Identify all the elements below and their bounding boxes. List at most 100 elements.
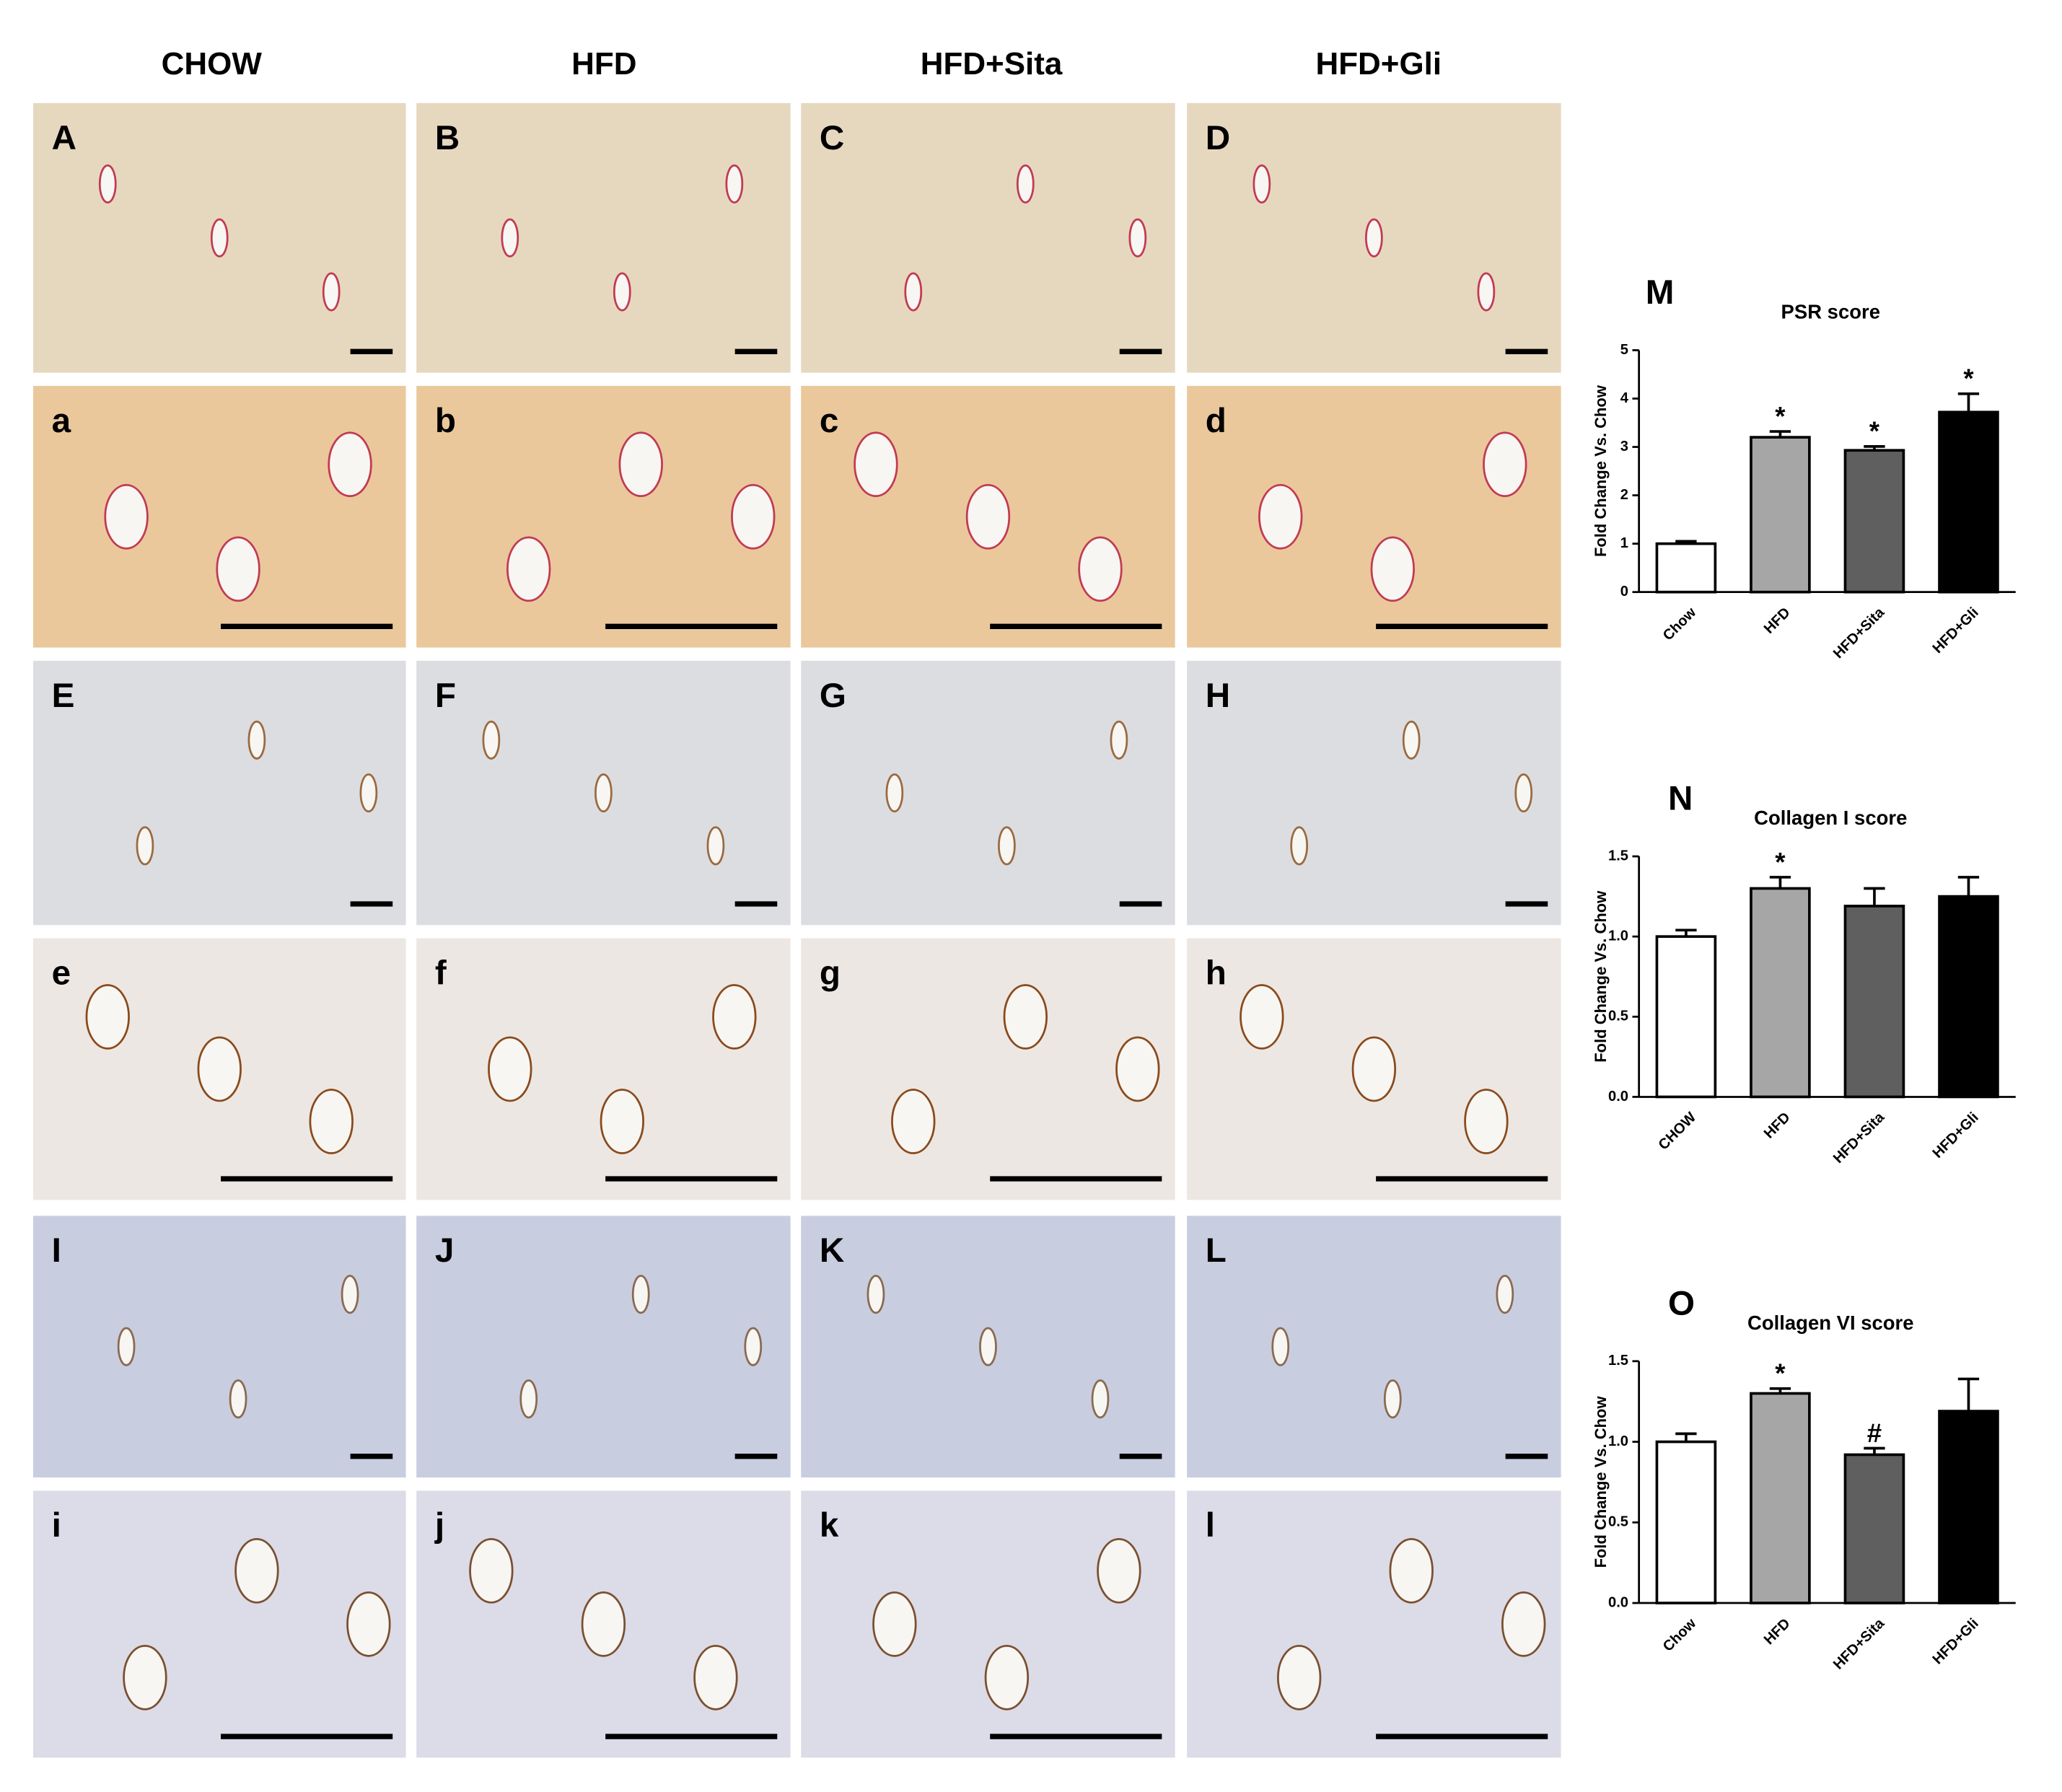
vessel	[328, 431, 372, 498]
bar	[1843, 449, 1905, 594]
vessel	[85, 984, 130, 1050]
column-header: HFD+Gli	[1315, 46, 1442, 82]
vessel	[1016, 164, 1035, 204]
y-tick-label: 1.0	[1608, 1433, 1628, 1449]
vessel	[1252, 164, 1271, 204]
y-axis-label: Fold Change Vs. Chow	[1592, 890, 1610, 1063]
panel-letter: K	[820, 1231, 844, 1270]
vessel	[872, 1591, 917, 1657]
vessel	[1277, 1645, 1322, 1710]
y-axis-label: Fold Change Vs. Chow	[1592, 385, 1610, 557]
y-tick-label: 1	[1620, 535, 1628, 551]
panel-letter: I	[52, 1231, 61, 1270]
significance-mark: *	[1775, 847, 1786, 877]
micrograph	[1187, 1490, 1561, 1758]
significance-mark: *	[1775, 401, 1786, 431]
bar	[1938, 410, 1999, 594]
vessel	[1091, 1379, 1110, 1419]
vessel	[1271, 1327, 1290, 1366]
y-tick-label: 4	[1620, 390, 1629, 406]
panel-letter: a	[52, 402, 71, 440]
panel-letter: k	[820, 1506, 839, 1545]
vessel	[247, 720, 266, 760]
micrograph	[1187, 660, 1561, 926]
bar	[1750, 436, 1811, 594]
x-tick-label: HFD+Gli	[1930, 1110, 1982, 1161]
panel-letter: b	[435, 402, 456, 440]
panel-letter: J	[435, 1231, 454, 1270]
x-tick-label: CHOW	[1656, 1110, 1700, 1154]
column-header: HFD	[571, 46, 636, 82]
vessel	[712, 984, 757, 1050]
y-tick-label: 1.0	[1608, 928, 1628, 944]
bar	[1938, 1410, 1999, 1604]
vessel	[1464, 1089, 1509, 1154]
vessel	[965, 483, 1011, 550]
bar	[1843, 905, 1905, 1099]
micrograph	[416, 102, 791, 373]
vessel	[322, 272, 341, 312]
significance-mark: #	[1867, 1418, 1882, 1448]
vessel	[98, 164, 117, 204]
bar	[1843, 1453, 1905, 1604]
vessel	[123, 1645, 167, 1710]
x-tick-label: HFD+Sita	[1830, 1615, 1888, 1673]
vessel	[891, 1089, 936, 1154]
y-tick-label: 3	[1620, 439, 1628, 454]
significance-mark: *	[1775, 1358, 1786, 1388]
micrograph	[32, 1490, 406, 1758]
vessel	[197, 1036, 242, 1102]
micrograph	[1187, 1216, 1561, 1478]
vessel	[1290, 826, 1309, 866]
x-tick-label: Chow	[1660, 605, 1700, 644]
panel-letter: C	[820, 119, 844, 157]
significance-mark: *	[1963, 364, 1974, 393]
vessel	[210, 218, 229, 258]
vessel	[1097, 1538, 1141, 1604]
vessel	[618, 431, 663, 498]
vessel	[631, 1275, 650, 1314]
vessel	[488, 1036, 532, 1102]
vessel	[744, 1327, 763, 1366]
x-tick-label: HFD	[1761, 1615, 1794, 1648]
vessel	[1240, 984, 1284, 1050]
y-tick-label: 1.5	[1608, 848, 1628, 864]
panel-letter: H	[1206, 677, 1230, 715]
x-tick-label: HFD+Sita	[1830, 605, 1888, 662]
bar	[1750, 1392, 1811, 1604]
micrograph	[32, 385, 406, 648]
bar	[1655, 542, 1717, 594]
column-header: HFD+Sita	[921, 46, 1063, 82]
panel-letter: g	[820, 954, 841, 992]
micrograph	[416, 1216, 791, 1478]
vessel	[904, 272, 923, 312]
vessel	[600, 1089, 644, 1154]
panel-letter: M	[1646, 273, 1675, 312]
panel-letter: l	[1206, 1506, 1215, 1545]
column-header: CHOW	[162, 46, 263, 82]
vessel	[1501, 1591, 1546, 1657]
vessel	[482, 720, 501, 760]
panel-letter: c	[820, 402, 838, 440]
vessel	[1514, 773, 1533, 813]
vessel	[1003, 984, 1048, 1050]
significance-mark: *	[1869, 416, 1880, 446]
y-tick-label: 0	[1620, 584, 1628, 599]
micrograph	[416, 938, 791, 1200]
y-tick-label: 1.5	[1608, 1353, 1628, 1369]
panel-letter: d	[1206, 402, 1227, 440]
vessel	[1496, 1275, 1514, 1314]
chart-title: Collagen I score	[1754, 807, 1907, 829]
vessel	[519, 1379, 538, 1419]
panel-letter: f	[435, 954, 447, 992]
vessel	[1383, 1379, 1402, 1419]
x-tick-label: Chow	[1660, 1615, 1700, 1655]
vessel	[979, 1327, 997, 1366]
bar	[1938, 895, 1999, 1099]
micrograph	[801, 660, 1175, 926]
panel-letter: G	[820, 677, 846, 715]
micrograph	[32, 1216, 406, 1478]
vessel	[229, 1379, 247, 1419]
vessel	[234, 1538, 279, 1604]
